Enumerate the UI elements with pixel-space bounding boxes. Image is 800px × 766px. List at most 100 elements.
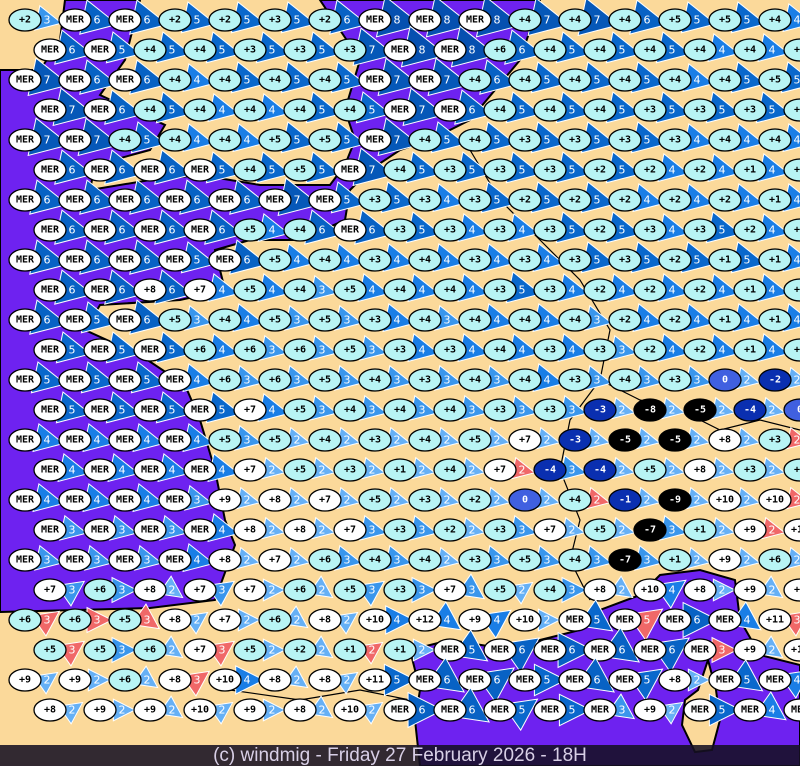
wind-speed-label: 6 <box>319 224 326 237</box>
wind-speed-label: 7 <box>594 14 601 27</box>
temperature-label: +2 <box>619 195 631 206</box>
temperature-label: +1 <box>394 645 406 656</box>
wind-speed-label: 5 <box>519 164 526 177</box>
station: 2 +9 <box>733 516 786 542</box>
station: 4 +2 <box>733 212 790 243</box>
sea-label: MER <box>366 75 385 86</box>
wind-speed-label: 3 <box>194 494 201 507</box>
station: 5 +5 <box>308 121 367 154</box>
station: 3 +3 <box>458 544 513 572</box>
temperature-oval <box>658 308 692 332</box>
station: 2 +9 <box>233 698 287 722</box>
wind-speed-label: 5 <box>94 374 101 387</box>
wind-speed-label: 2 <box>619 524 626 537</box>
wind-speed-label: 2 <box>444 434 451 447</box>
station: 4 +2 <box>658 182 715 213</box>
wind-speed-label: 4 <box>219 284 226 297</box>
temperature-label: +4 <box>494 345 506 356</box>
wind-speed-label: 3 <box>344 554 351 567</box>
temperature-label: +9 <box>69 675 81 686</box>
temperature-oval <box>183 98 217 122</box>
temperature-oval <box>483 38 517 62</box>
temperature-oval <box>708 128 742 152</box>
station: 4 MER <box>8 422 65 453</box>
temperature-oval <box>708 8 742 32</box>
temperature-label: +6 <box>769 555 781 566</box>
station: 4+1 <box>758 182 800 213</box>
temperature-oval <box>258 8 292 32</box>
temperature-oval <box>83 158 117 182</box>
temperature-oval <box>783 278 800 302</box>
temperature-oval <box>633 38 667 62</box>
temperature-label: +2 <box>444 525 456 536</box>
temperature-label: +2 <box>669 315 681 326</box>
temperature-oval <box>758 188 792 212</box>
station: 4+1 <box>783 218 800 242</box>
wind-speed-label: 4 <box>769 284 776 297</box>
wind-speed-label: 4 <box>719 164 726 177</box>
wind-speed-label: 2 <box>294 554 301 567</box>
temperature-oval <box>333 38 367 62</box>
temperature-oval <box>8 188 42 212</box>
temperature-label: +4 <box>569 555 581 566</box>
sea-label: MER <box>191 525 210 536</box>
temperature-label: +4 <box>319 255 331 266</box>
temperature-label: +5 <box>644 465 656 476</box>
wind-speed-label: 2 <box>769 524 776 537</box>
wind-speed-label: 2 <box>469 464 476 477</box>
sea-label: MER <box>66 495 85 506</box>
wind-speed-label: 2 <box>169 704 176 717</box>
station: 6 MER <box>83 269 144 305</box>
wind-speed-label: 5 <box>569 104 576 117</box>
station: 4 +3 <box>433 332 490 363</box>
station: 5 +5 <box>283 151 342 184</box>
temperature-oval <box>583 158 617 182</box>
temperature-oval <box>208 248 242 272</box>
wind-speed-label: 3 <box>369 344 376 357</box>
temperature-oval <box>133 338 167 362</box>
temperature-oval <box>458 308 492 332</box>
station: 3 +6 <box>283 334 338 362</box>
sea-label: MER <box>116 255 135 266</box>
wind-speed-label: 4 <box>769 344 776 357</box>
temperature-oval <box>158 8 192 32</box>
station: 2 +8 <box>708 426 761 452</box>
wind-speed-label: 7 <box>69 104 76 117</box>
wind-speed-label: 8 <box>419 44 426 57</box>
temperature-label: +4 <box>394 405 406 416</box>
temperature-label: +2 <box>669 255 681 266</box>
temperature-label: +3 <box>544 165 556 176</box>
sea-label: MER <box>641 645 660 656</box>
sea-label: MER <box>441 45 460 56</box>
temperature-oval <box>608 128 642 152</box>
station: 5 +3 <box>733 91 792 124</box>
temperature-oval <box>133 98 167 122</box>
wind-speed-label: 2 <box>644 494 651 507</box>
temperature-oval <box>58 368 92 392</box>
wind-speed-label: 2 <box>169 584 176 597</box>
station: 6 MER <box>83 149 144 185</box>
temperature-label: +5 <box>269 435 281 446</box>
station: 2 -4 <box>733 396 786 422</box>
station: 2 +3 <box>758 426 800 452</box>
temperature-oval <box>508 128 542 152</box>
sea-label: MER <box>691 645 710 656</box>
station: 3 +3 <box>408 364 463 392</box>
temperature-label: +7 <box>544 525 556 536</box>
temperature-label: +8 <box>294 525 306 536</box>
wind-speed-label: 3 <box>569 464 576 477</box>
temperature-label: +4 <box>319 435 331 446</box>
wind-speed-label: 4 <box>44 494 51 507</box>
temperature-oval <box>458 68 492 92</box>
sea-label: MER <box>91 345 110 356</box>
wind-speed-label: 4 <box>269 404 276 417</box>
wind-speed-label: 5 <box>619 164 626 177</box>
station: 8 MER <box>383 25 448 68</box>
wind-speed-label: 4 <box>469 284 476 297</box>
wind-speed-label: 3 <box>294 374 301 387</box>
sea-label: MER <box>766 675 785 686</box>
temperature-oval <box>433 158 467 182</box>
temperature-oval <box>333 98 367 122</box>
wind-speed-label: 2 <box>519 584 526 597</box>
